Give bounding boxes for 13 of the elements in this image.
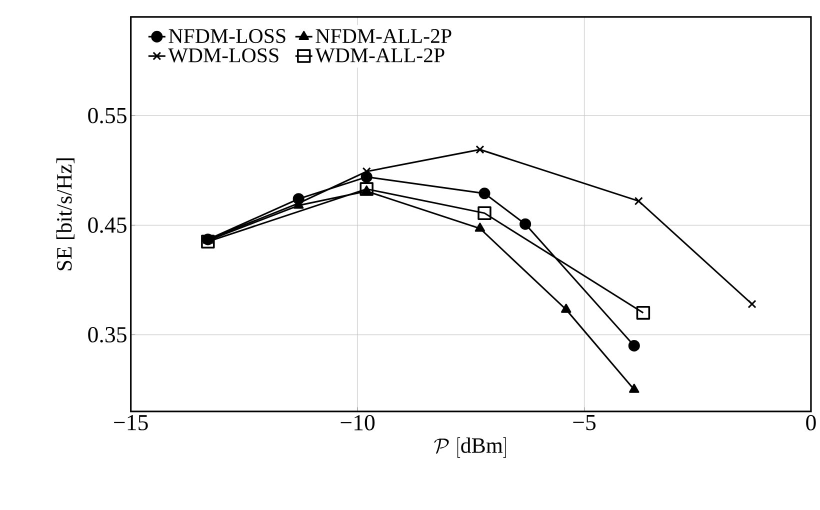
x-tick-label: −15	[114, 414, 148, 430]
legend-label: NFDM-ALL-2P	[316, 28, 452, 43]
legend-label: WDM-LOSS	[168, 48, 278, 62]
y-tick-label: 0.55	[88, 108, 126, 124]
x-tick-label: 0	[806, 414, 816, 430]
y-tick-label: 0.35	[88, 326, 126, 342]
y-tick-label: 0.45	[88, 217, 126, 233]
y-axis-title: SE [bit/s/Hz]	[56, 158, 74, 270]
x-tick-label: −10	[340, 414, 375, 430]
x-axis-title: $\mathcal{P}\ [\mathrm{dBm}]$	[434, 437, 506, 458]
x-tick-label: −5	[573, 414, 596, 430]
legend-label: NFDM-LOSS	[168, 28, 286, 43]
legend-label: WDM-ALL-2P	[315, 48, 444, 62]
